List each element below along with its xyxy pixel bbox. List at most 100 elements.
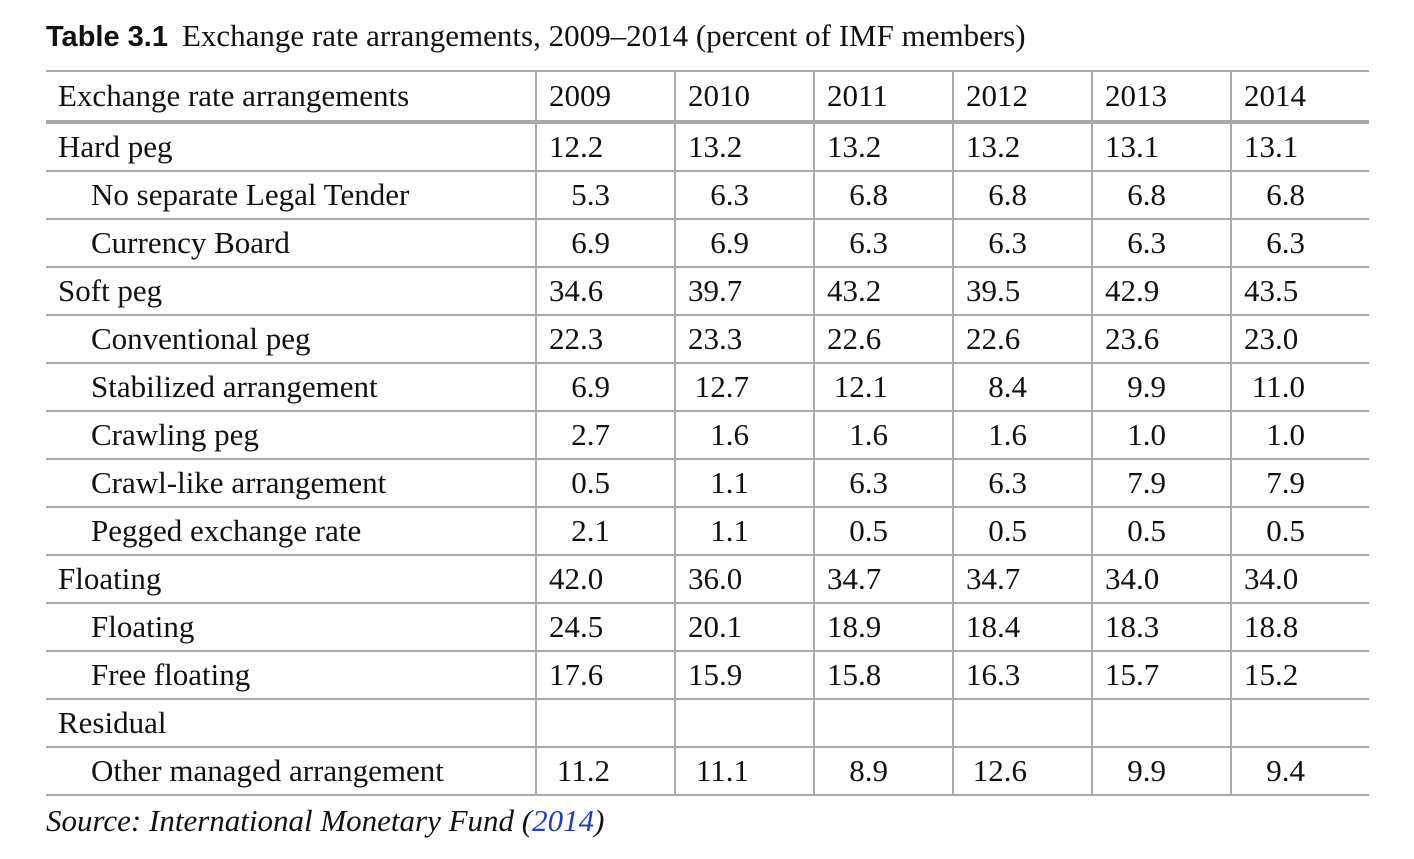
table-cell: 1.6 — [952, 410, 1092, 459]
table-cell: 6.9 — [535, 362, 675, 411]
table-cell: 34.7 — [952, 554, 1092, 603]
row-label: Free floating — [46, 650, 536, 699]
table-cell: 18.4 — [952, 602, 1092, 651]
table-cell: 5.3 — [535, 170, 675, 219]
table-cell: 34.6 — [535, 266, 675, 315]
table-cell: 0.5 — [1230, 506, 1369, 555]
row-label: Floating — [46, 554, 536, 603]
header-year: 2013 — [1091, 70, 1231, 122]
table-cell: 1.0 — [1091, 410, 1231, 459]
table-cell: 9.9 — [1091, 746, 1231, 796]
table-cell: 12.7 — [674, 362, 814, 411]
table-row: Conventional peg 22.3 23.3 22.6 22.6 23.… — [46, 314, 1369, 363]
row-label: Stabilized arrangement — [46, 362, 536, 411]
table-row: Soft peg 34.6 39.7 43.2 39.5 42.9 43.5 — [46, 266, 1369, 315]
table-cell: 1.1 — [674, 506, 814, 555]
table-cell: 6.3 — [813, 218, 953, 267]
table-cell: 8.4 — [952, 362, 1092, 411]
row-label: Crawling peg — [46, 410, 536, 459]
table-cell: 20.1 — [674, 602, 814, 651]
table-cell: 7.9 — [1091, 458, 1231, 507]
table-cell: 1.1 — [674, 458, 814, 507]
source-citation-link[interactable]: 2014 — [532, 803, 595, 838]
header-label: Exchange rate arrangements — [46, 70, 536, 122]
row-label: Crawl-like arrangement — [46, 458, 536, 507]
header-year: 2012 — [952, 70, 1092, 122]
table-cell: 17.6 — [535, 650, 675, 699]
table-cell: 39.5 — [952, 266, 1092, 315]
table-row: Hard peg 12.2 13.2 13.2 13.2 13.1 13.1 — [46, 120, 1369, 171]
table-cell: 18.9 — [813, 602, 953, 651]
source-note: Source: International Monetary Fund (201… — [46, 801, 604, 841]
table-cell: 18.3 — [1091, 602, 1231, 651]
table-row: Crawling peg 2.7 1.6 1.6 1.6 1.0 1.0 — [46, 410, 1369, 459]
table-cell: 0.5 — [1091, 506, 1231, 555]
row-label: Currency Board — [46, 218, 536, 267]
table-cell: 6.3 — [674, 170, 814, 219]
row-label: Soft peg — [46, 266, 536, 315]
table-cell: 0.5 — [813, 506, 953, 555]
table-cell: 6.9 — [535, 218, 675, 267]
table-cell: 6.3 — [1230, 218, 1369, 267]
table-cell: 6.8 — [952, 170, 1092, 219]
table-cell: 12.6 — [952, 746, 1092, 796]
table-cell: 36.0 — [674, 554, 814, 603]
table-cell — [535, 698, 675, 747]
table-row: Crawl-like arrangement 0.5 1.1 6.3 6.3 7… — [46, 458, 1369, 507]
table-cell: 6.8 — [1230, 170, 1369, 219]
table-cell: 24.5 — [535, 602, 675, 651]
source-prefix: Source: International Monetary Fund ( — [46, 803, 533, 838]
table-cell: 6.3 — [1091, 218, 1231, 267]
header-year: 2014 — [1230, 70, 1369, 122]
table-cell — [813, 698, 953, 747]
table-cell: 43.5 — [1230, 266, 1369, 315]
table-row: Currency Board 6.9 6.9 6.3 6.3 6.3 6.3 — [46, 218, 1369, 267]
table-row: Free floating 17.6 15.9 15.8 16.3 15.7 1… — [46, 650, 1369, 699]
header-year: 2009 — [535, 70, 675, 122]
table-cell: 0.5 — [952, 506, 1092, 555]
table-caption: Table 3.1 Exchange rate arrangements, 200… — [46, 16, 1026, 57]
table-title: Exchange rate arrangements, 2009–2014 (p… — [181, 18, 1026, 53]
table-cell: 0.5 — [535, 458, 675, 507]
source-suffix: ) — [594, 803, 605, 838]
table-cell: 9.4 — [1230, 746, 1369, 796]
table-row: Floating 24.5 20.1 18.9 18.4 18.3 18.8 — [46, 602, 1369, 651]
table-cell: 43.2 — [813, 266, 953, 315]
table-cell: 22.3 — [535, 314, 675, 363]
table-cell: 6.3 — [952, 458, 1092, 507]
table-cell: 1.6 — [813, 410, 953, 459]
table-cell: 11.0 — [1230, 362, 1369, 411]
table-cell — [1091, 698, 1231, 747]
table-cell — [1230, 698, 1369, 747]
table-row: Floating 42.0 36.0 34.7 34.7 34.0 34.0 — [46, 554, 1369, 603]
header-row: Exchange rate arrangements 2009 2010 201… — [46, 70, 1369, 122]
table-cell — [952, 698, 1092, 747]
table-cell: 1.6 — [674, 410, 814, 459]
table-cell: 12.1 — [813, 362, 953, 411]
table-number: Table 3.1 — [46, 21, 168, 53]
table-cell: 13.1 — [1091, 120, 1231, 171]
table-cell: 1.0 — [1230, 410, 1369, 459]
table-cell: 15.8 — [813, 650, 953, 699]
table-cell: 18.8 — [1230, 602, 1369, 651]
row-label: Conventional peg — [46, 314, 536, 363]
row-label: Pegged exchange rate — [46, 506, 536, 555]
table-cell: 11.1 — [674, 746, 814, 796]
table-cell: 13.2 — [952, 120, 1092, 171]
table-row: Stabilized arrangement 6.9 12.7 12.1 8.4… — [46, 362, 1369, 411]
table-cell: 34.7 — [813, 554, 953, 603]
table-cell: 12.2 — [535, 120, 675, 171]
table-cell: 23.6 — [1091, 314, 1231, 363]
table-cell: 39.7 — [674, 266, 814, 315]
table-cell: 2.1 — [535, 506, 675, 555]
table-cell: 13.1 — [1230, 120, 1369, 171]
table-row: Pegged exchange rate 2.1 1.1 0.5 0.5 0.5… — [46, 506, 1369, 555]
table-cell: 23.0 — [1230, 314, 1369, 363]
table-cell: 15.2 — [1230, 650, 1369, 699]
table-cell: 22.6 — [952, 314, 1092, 363]
row-label: Hard peg — [46, 120, 536, 171]
header-year: 2011 — [813, 70, 953, 122]
table-cell: 42.9 — [1091, 266, 1231, 315]
table-cell: 6.3 — [813, 458, 953, 507]
table-cell: 8.9 — [813, 746, 953, 796]
